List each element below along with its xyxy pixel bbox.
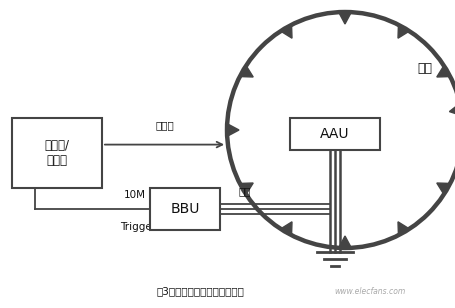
Bar — [12, 118, 102, 188]
Polygon shape — [398, 25, 410, 38]
Text: Trigger: Trigger — [120, 222, 156, 232]
Text: 频谱仪/
信号源: 频谱仪/ 信号源 — [45, 139, 70, 167]
Text: AAU: AAU — [320, 127, 350, 141]
Text: 光纤: 光纤 — [239, 186, 251, 196]
Text: 探头: 探头 — [418, 62, 433, 75]
Polygon shape — [450, 103, 455, 116]
Bar — [290, 118, 380, 150]
Polygon shape — [280, 25, 292, 38]
Text: BBU: BBU — [170, 202, 200, 216]
Polygon shape — [240, 66, 253, 77]
Polygon shape — [398, 222, 410, 235]
Polygon shape — [339, 12, 351, 24]
Polygon shape — [280, 222, 292, 235]
Polygon shape — [437, 66, 450, 77]
Polygon shape — [339, 236, 351, 248]
Polygon shape — [437, 183, 450, 195]
Text: 图3、多探头球面近场测试系统: 图3、多探头球面近场测试系统 — [156, 286, 244, 296]
Polygon shape — [240, 183, 253, 195]
Polygon shape — [227, 124, 239, 136]
Text: 10M: 10M — [124, 190, 146, 200]
Text: 射频线: 射频线 — [156, 120, 174, 130]
Text: www.elecfans.com: www.elecfans.com — [334, 287, 405, 296]
Bar — [150, 188, 220, 230]
